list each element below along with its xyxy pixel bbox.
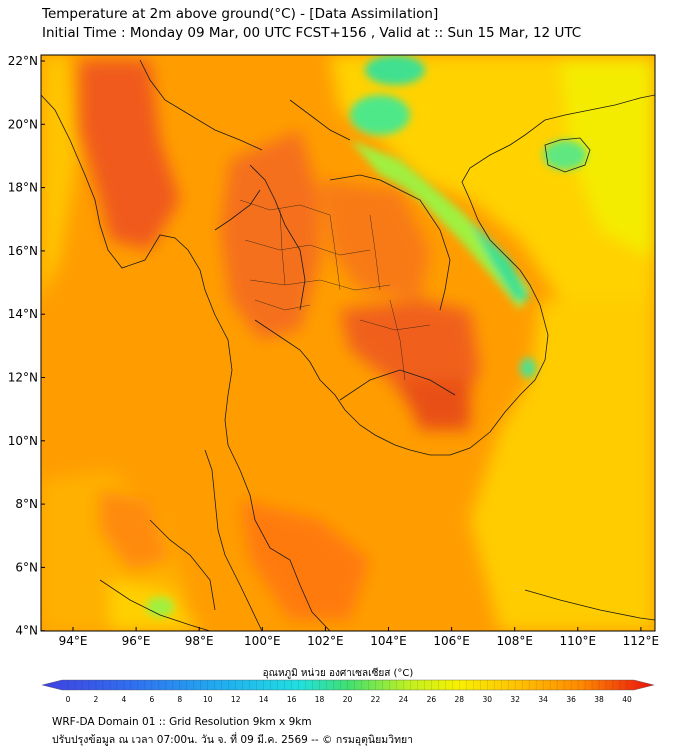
lon-label: 100°E [244,634,281,648]
colorbar-tick-label: 12 [231,695,241,704]
map-frame [40,54,656,632]
colorbar-tick-label: 18 [315,695,325,704]
lat-label: 4°N [15,624,38,638]
footer-resolution: WRF-DA Domain 01 :: Grid Resolution 9km … [52,716,312,728]
colorbar-tick-label: 2 [94,695,99,704]
lat-label: 20°N [8,117,38,131]
colorbar-tick-label: 36 [566,695,576,704]
colorbar-tick-label: 8 [177,695,182,704]
lon-label: 106°E [433,634,470,648]
lon-label: 102°E [307,634,344,648]
colorbar-tick-label: 16 [287,695,297,704]
colorbar: 0 2 4 6 8 10 12 14 16 18 20 22 24 26 28 30 32 34 36 38 40 [41,679,655,704]
colorbar-tick-label: 24 [399,695,409,704]
lat-label: 10°N [8,434,38,448]
lat-label: 22°N [8,54,38,68]
colorbar-tick-label: 22 [371,695,381,704]
latitude-labels: 22°N 20°N 18°N 16°N 14°N 12°N 10°N 8°N 6°N 4°N [8,54,38,638]
map-title: Temperature at 2m above ground(°C) - [Da… [42,6,439,22]
axis-ticks [41,60,642,632]
lat-label: 14°N [8,307,38,321]
province-borders [239,199,431,381]
lon-label: 104°E [370,634,407,648]
lat-label: 6°N [15,560,38,574]
footer-update: ปรับปรุงข้อมูล ณ เวลา 07:00น. วัน จ. ที่… [52,734,414,746]
colorbar-ticks: 0 2 4 6 8 10 12 14 16 18 20 22 24 26 28 30 32 34 36 38 40 [66,680,632,704]
lat-label: 12°N [8,371,38,385]
lon-label: 108°E [496,634,533,648]
lon-label: 94°E [59,634,88,648]
colorbar-tick-label: 6 [149,695,154,704]
lon-label: 112°E [623,634,660,648]
colorbar-tick-label: 38 [594,695,604,704]
colorbar-tick-label: 34 [538,695,548,704]
colorbar-tick-label: 14 [259,695,269,704]
lon-label: 98°E [185,634,214,648]
temperature-field [41,55,655,631]
colorbar-tick-label: 20 [343,695,353,704]
colorbar-tick-label: 30 [482,695,492,704]
colorbar-tick-label: 4 [122,695,127,704]
colorbar-tick-label: 28 [455,695,465,704]
lat-label: 8°N [15,497,38,511]
colorbar-tick-label: 32 [510,695,520,704]
colorbar-tick-label: 10 [203,695,213,704]
colorbar-tick-label: 0 [66,695,71,704]
lon-label: 110°E [560,634,597,648]
colorbar-tick-label: 40 [622,695,632,704]
colorbar-tick-label: 26 [427,695,437,704]
country-borders [41,59,655,631]
lat-label: 16°N [8,244,38,258]
lat-label: 18°N [8,181,38,195]
map-subtitle: Initial Time : Monday 09 Mar, 00 UTC FCS… [42,25,582,41]
colorbar-title: อุณหภูมิ หน่วย องศาเซลเซียส (°C) [262,668,414,679]
longitude-labels: 94°E 96°E 98°E 100°E 102°E 104°E 106°E 108°E 110… [59,634,660,648]
lon-label: 96°E [122,634,151,648]
colorbar-bar [41,679,655,691]
